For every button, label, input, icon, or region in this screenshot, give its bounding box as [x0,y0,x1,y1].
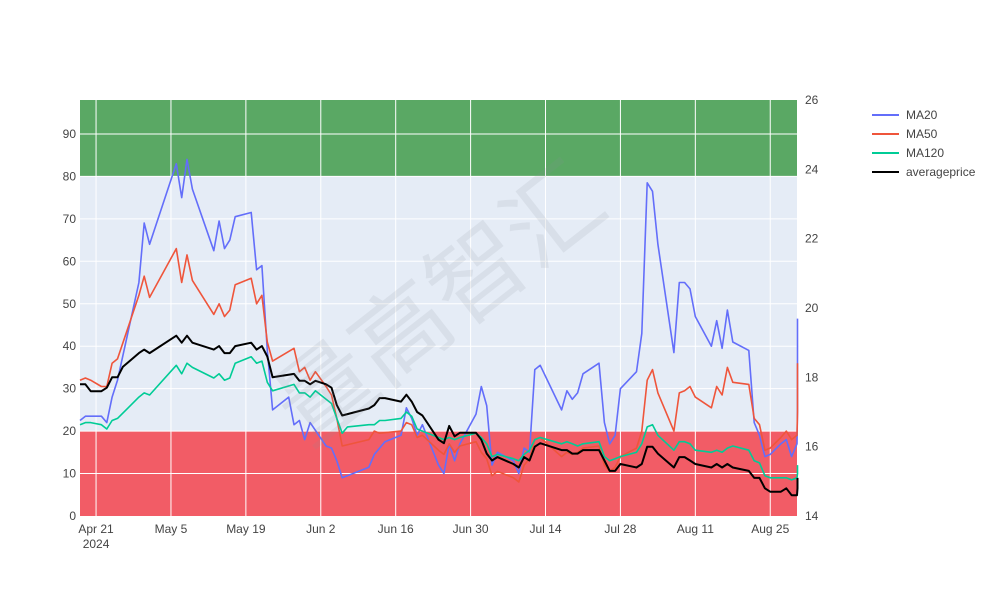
y-left-tick-label: 60 [63,254,77,268]
y-left-tick-label: 20 [63,424,77,438]
legend-label: MA20 [906,108,938,122]
y-right-tick-label: 18 [805,370,819,384]
y-left-tick-label: 90 [63,127,77,141]
y-left-tick-label: 0 [69,509,76,523]
legend-label: MA120 [906,146,944,160]
x-tick-label: May 5 [155,522,188,536]
x-tick-label: Jul 28 [604,522,636,536]
series-line-averageprice[interactable] [80,334,799,497]
x-tick-label: Jun 16 [378,522,414,536]
y-left-tick-label: 40 [63,339,77,353]
legend-item-averageprice[interactable]: averageprice [872,165,976,179]
y-right-tick-label: 20 [805,301,819,315]
legend-item-ma20[interactable]: MA20 [872,108,938,122]
band-overbought [80,100,797,177]
x-tick-label: Aug 11 [677,522,714,536]
series-line-ma120[interactable] [79,355,799,481]
x-tick-label: Jul 14 [529,522,561,536]
series-lines[interactable] [79,158,799,497]
legend[interactable]: MA20 MA50 MA120 averageprice [872,108,976,179]
x-tick-label: Aug 25 [751,522,789,536]
y-right-tick-label: 14 [805,509,819,523]
x-tick-label: Jun 30 [453,522,489,536]
x-tick-sublabel: 2024 [83,537,110,551]
y-left-tick-label: 30 [63,382,77,396]
y-left-tick-label: 70 [63,212,77,226]
series-line-ma50[interactable] [79,247,799,483]
x-tick-label: Apr 21 [78,522,114,536]
y-right-tick-label: 22 [805,232,819,246]
y-right-tick-label: 24 [805,162,819,176]
legend-item-ma120[interactable]: MA120 [872,146,944,160]
legend-label: averageprice [906,165,976,179]
legend-label: MA50 [906,127,938,141]
series-line-ma20[interactable] [79,158,799,479]
legend-item-ma50[interactable]: MA50 [872,127,938,141]
x-tick-label: May 19 [226,522,266,536]
y-axis-left: 0 10 20 30 40 50 60 70 80 90 [63,127,77,523]
y-right-tick-label: 16 [805,440,819,454]
y-axis-right: 14 16 18 20 22 24 26 [805,93,819,523]
y-left-tick-label: 50 [63,297,77,311]
y-left-tick-label: 10 [63,467,77,481]
y-right-tick-label: 26 [805,93,819,107]
y-left-tick-label: 80 [63,169,77,183]
x-tick-label: Jun 2 [306,522,336,536]
